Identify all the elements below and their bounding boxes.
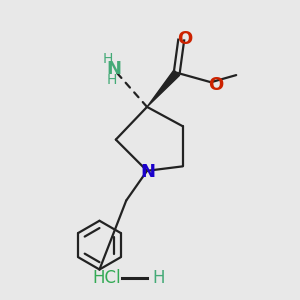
Text: N: N [140,163,155,181]
Text: O: O [208,76,223,94]
Text: H: H [102,52,113,66]
Text: HCl: HCl [93,269,121,287]
Text: O: O [177,30,192,48]
Polygon shape [147,70,180,107]
Text: N: N [106,60,121,78]
Text: H: H [107,73,117,87]
Text: H: H [152,269,165,287]
